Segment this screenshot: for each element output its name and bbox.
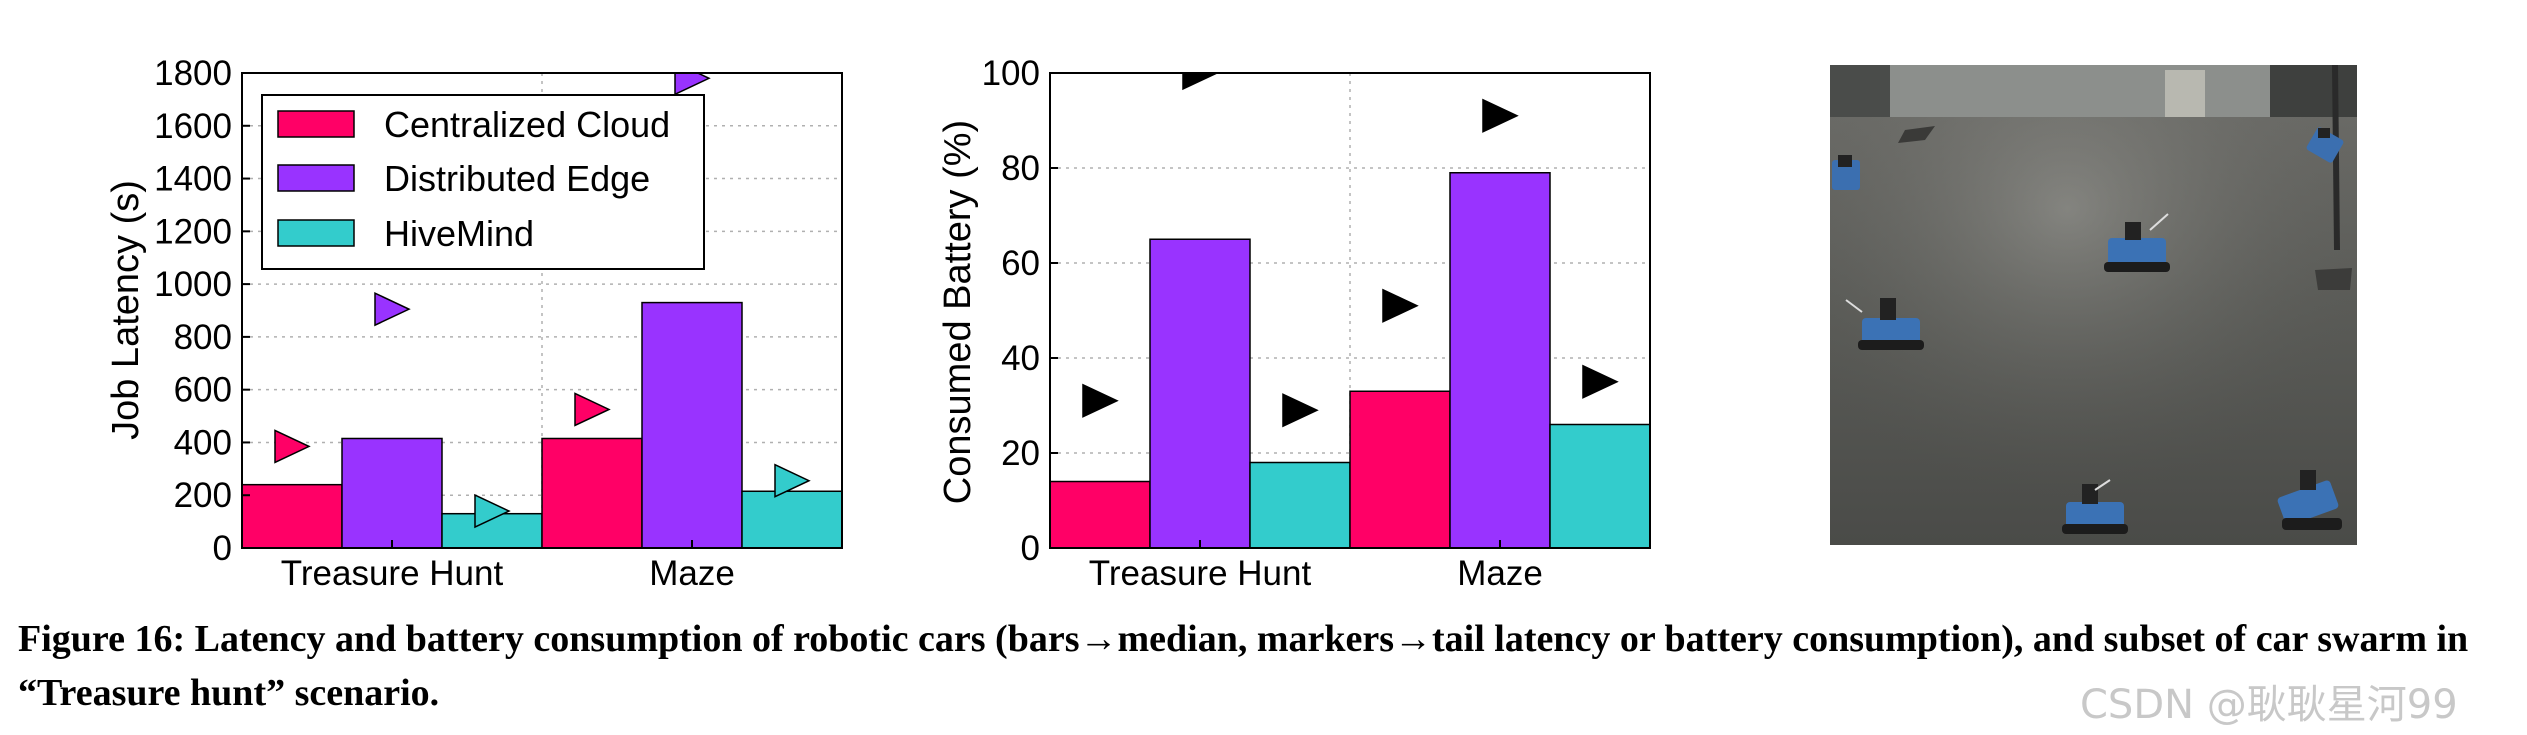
robot-car-5 xyxy=(2062,479,2128,534)
legend-swatch-hivemind xyxy=(277,219,355,247)
latency-ytick-label-9: 1800 xyxy=(154,54,232,93)
latency-ytick-label-4: 800 xyxy=(174,318,232,357)
battery-ytick-label-2: 40 xyxy=(1001,339,1040,378)
latency-bar-centralized-0 xyxy=(241,483,343,549)
latency-tail-marker-distributed-0 xyxy=(374,291,411,327)
robot-car-1 xyxy=(1832,155,1860,190)
latency-chart: 0 200 400 600 800 1000 1200 1400 1600 1800 Treasu… xyxy=(105,54,843,593)
latency-x-ticks: Treasure Hunt Maze xyxy=(281,540,735,593)
battery-bar-hivemind-1 xyxy=(1549,423,1651,549)
latency-ytick-label-5: 1000 xyxy=(154,265,232,304)
battery-bar-distributed-0 xyxy=(1149,238,1251,549)
battery-y-ticks: 0 20 40 60 80 100 xyxy=(982,54,1058,568)
legend-label-centralized: Centralized Cloud xyxy=(384,104,670,145)
latency-tail-marker-centralized-1 xyxy=(574,392,611,427)
latency-tail-markers xyxy=(274,73,811,529)
legend-swatch-distributed xyxy=(277,164,355,192)
latency-ytick-label-8: 1600 xyxy=(154,107,232,146)
battery-plot-frame xyxy=(1049,72,1651,549)
photo-back-wall xyxy=(1830,65,2357,117)
battery-bar-centralized-1 xyxy=(1349,390,1451,549)
battery-bar-distributed-1 xyxy=(1449,172,1551,549)
latency-bar-distributed-1 xyxy=(641,301,743,549)
latency-bar-distributed-0 xyxy=(341,437,443,549)
battery-tail-marker-hivemind-1 xyxy=(1582,364,1619,399)
battery-bar-hivemind-0 xyxy=(1249,461,1351,549)
latency-ytick-label-2: 400 xyxy=(174,423,232,462)
robot-car-2 xyxy=(2306,127,2344,163)
latency-tail-marker-centralized-0 xyxy=(274,429,311,464)
latency-tail-marker-distributed-1 xyxy=(674,73,711,96)
robot-car-4 xyxy=(1845,298,1924,350)
latency-bar-hivemind-1 xyxy=(741,490,843,549)
latency-tail-marker-hivemind-1 xyxy=(774,463,811,498)
latency-xtick-label-0: Treasure Hunt xyxy=(281,554,504,593)
photo-floor-shine xyxy=(1830,65,2357,545)
figure-caption: Figure 16: Latency and battery consumpti… xyxy=(18,618,2469,714)
latency-y-ticks: 0 200 400 600 800 1000 1200 1400 1600 1800 xyxy=(154,54,250,568)
legend-label-hivemind: HiveMind xyxy=(384,213,534,254)
photo-floor-marker-1 xyxy=(1898,126,1935,143)
latency-ytick-label-0: 0 xyxy=(213,529,232,568)
battery-x-ticks: Treasure Hunt Maze xyxy=(1089,540,1543,593)
battery-ytick-label-3: 60 xyxy=(1001,244,1040,283)
battery-ytick-label-1: 20 xyxy=(1001,434,1040,473)
latency-bars xyxy=(241,301,843,549)
latency-tail-marker-hivemind-0 xyxy=(474,493,511,529)
battery-ytick-label-5: 100 xyxy=(982,54,1040,93)
photo-floor-marker-2 xyxy=(2315,268,2352,290)
battery-tail-marker-distributed-1 xyxy=(1482,98,1519,133)
latency-ytick-label-7: 1400 xyxy=(154,160,232,199)
legend-swatch-centralized xyxy=(277,110,355,138)
battery-tail-marker-hivemind-0 xyxy=(1282,393,1319,428)
battery-bar-centralized-0 xyxy=(1049,480,1151,549)
latency-ytick-label-1: 200 xyxy=(174,476,232,515)
battery-tail-marker-centralized-1 xyxy=(1382,288,1419,323)
legend-label-distributed: Distributed Edge xyxy=(384,158,650,199)
latency-ytick-label-6: 1200 xyxy=(154,212,232,251)
battery-xtick-label-0: Treasure Hunt xyxy=(1089,554,1312,593)
battery-y-axis-label: Consumed Battery (%) xyxy=(937,120,979,504)
watermark: CSDN @耿耿星河99 xyxy=(2080,682,2458,728)
latency-xtick-label-1: Maze xyxy=(649,554,735,593)
latency-bar-centralized-1 xyxy=(541,437,643,549)
legend: Centralized Cloud Distributed Edge HiveM… xyxy=(261,94,705,270)
latency-ytick-label-3: 600 xyxy=(174,371,232,410)
latency-plot-frame xyxy=(241,72,843,549)
photo-wall-panel-right xyxy=(2270,65,2357,117)
photo-pole xyxy=(2332,64,2340,251)
robot-car-6 xyxy=(2277,470,2342,530)
photo-door xyxy=(2165,70,2205,117)
robot-car-3 xyxy=(2104,213,2170,272)
battery-ytick-label-0: 0 xyxy=(1021,529,1040,568)
car-swarm-photo xyxy=(1830,64,2357,545)
battery-bars xyxy=(1049,172,1651,549)
battery-tail-marker-centralized-0 xyxy=(1082,383,1119,418)
battery-xtick-label-1: Maze xyxy=(1457,554,1543,593)
photo-wall-panel-left xyxy=(1830,65,1890,117)
battery-tail-markers xyxy=(1082,73,1619,428)
battery-chart: 0 20 40 60 80 100 Treasure Hunt Maze Consumed … xyxy=(937,54,1651,593)
battery-ytick-label-4: 80 xyxy=(1001,149,1040,188)
battery-tail-marker-distributed-0 xyxy=(1182,73,1219,91)
latency-y-axis-label: Job Latency (s) xyxy=(105,180,147,440)
